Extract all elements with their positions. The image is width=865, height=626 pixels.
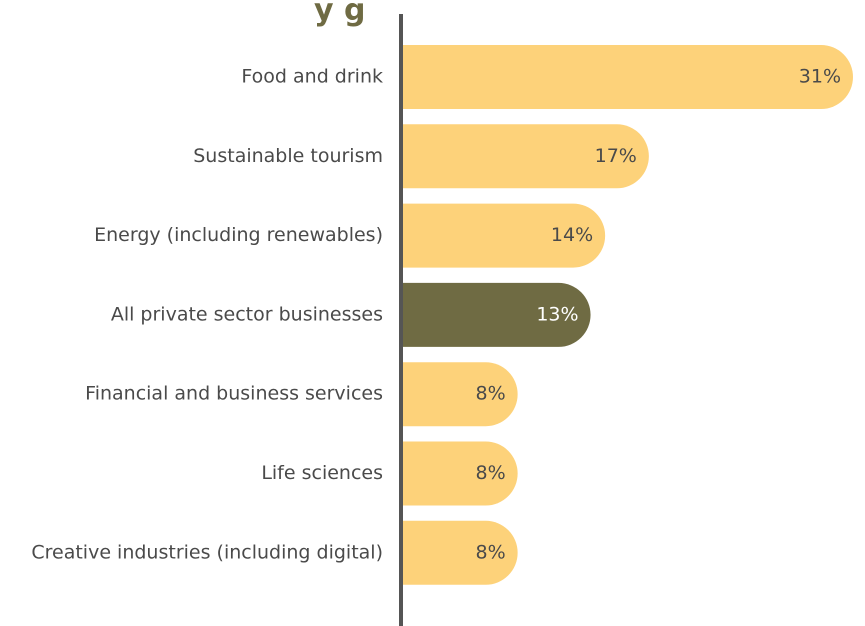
value-label: 14%: [551, 224, 593, 246]
category-label: Financial and business services: [85, 383, 383, 405]
value-label: 13%: [536, 303, 578, 325]
value-label: 8%: [475, 383, 505, 405]
value-label: 17%: [595, 145, 637, 167]
category-label: Life sciences: [261, 462, 383, 484]
category-labels-group: Food and drink Sustainable tourism Energy …: [31, 66, 383, 564]
category-label: Energy (including renewables): [94, 224, 383, 246]
value-labels-group: 31% 17% 14% 13% 8% 8% 8%: [475, 66, 841, 564]
category-label: Food and drink: [241, 66, 383, 88]
category-label: Creative industries (including digital): [31, 541, 383, 563]
category-label: Sustainable tourism: [193, 145, 383, 167]
bar-financial-and-business-services: [401, 362, 518, 427]
chart-title-fragment: y g: [314, 0, 365, 28]
bar-creative-industries-including-digital: [401, 520, 518, 585]
value-label: 31%: [799, 66, 841, 88]
bar-sustainable-tourism: [401, 124, 649, 189]
value-label: 8%: [475, 462, 505, 484]
bar-life-sciences: [401, 441, 518, 506]
bar-energy-including-renewables: [401, 203, 606, 268]
bars-group: [401, 45, 853, 585]
category-label: All private sector businesses: [111, 303, 383, 325]
value-label: 8%: [475, 541, 505, 563]
bar-all-private-sector-businesses: [401, 282, 591, 347]
bar-food-and-drink: [401, 45, 853, 109]
